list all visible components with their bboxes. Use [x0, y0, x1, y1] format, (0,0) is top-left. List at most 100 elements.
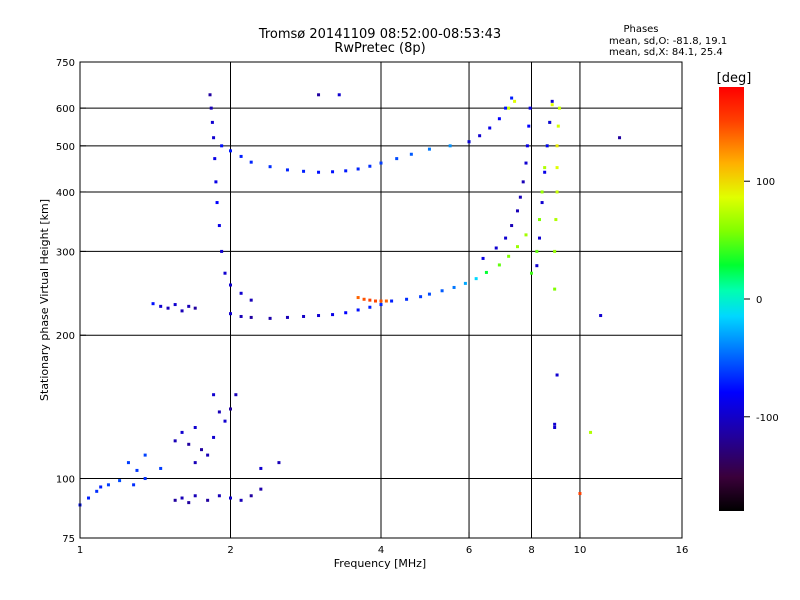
chart-title: Tromsø 20141109 08:52:00-08:53:43: [258, 27, 501, 42]
data-point: [543, 166, 547, 170]
data-point: [484, 270, 488, 274]
data-point: [234, 393, 238, 397]
data-point: [259, 487, 263, 491]
data-point: [285, 315, 289, 319]
data-point: [395, 157, 399, 161]
data-point: [405, 297, 409, 301]
data-point: [384, 299, 388, 303]
data-point: [545, 144, 549, 148]
axes: 1 2 4 6 8 10 16 75 100 200 300 400 500 600 750: [56, 58, 688, 556]
colorbar-label: [deg]: [717, 71, 752, 86]
data-point: [259, 466, 263, 470]
data-point: [302, 314, 306, 318]
data-point: [229, 407, 232, 411]
data-point: [95, 489, 99, 493]
data-point: [344, 311, 348, 315]
data-point: [187, 442, 191, 446]
data-point: [229, 496, 232, 500]
data-point: [474, 277, 478, 281]
x-tick-label: 4: [378, 545, 384, 556]
data-point: [368, 298, 372, 302]
data-point: [368, 164, 372, 168]
data-point: [409, 152, 413, 156]
data-point: [374, 299, 378, 303]
data-point: [87, 496, 91, 500]
data-point: [521, 180, 525, 184]
data-point: [220, 144, 224, 148]
data-point: [277, 461, 281, 465]
data-point: [193, 494, 197, 498]
data-point: [550, 103, 554, 107]
data-point: [589, 430, 593, 434]
data-point: [217, 494, 221, 498]
colorbar: [deg] 100 0 -100: [717, 71, 779, 511]
x-tick-label: 1: [77, 545, 83, 556]
data-point: [524, 161, 528, 165]
data-point: [556, 124, 560, 128]
data-point: [229, 149, 232, 153]
data-point: [555, 190, 559, 194]
data-point: [488, 126, 492, 130]
data-point: [135, 468, 139, 472]
data-point: [510, 224, 514, 228]
data-point: [540, 190, 544, 194]
data-point: [554, 218, 558, 222]
data-point: [206, 498, 210, 502]
data-point: [525, 144, 529, 148]
data-point: [187, 304, 191, 308]
data-point: [452, 285, 456, 289]
data-point: [126, 461, 130, 465]
data-point: [553, 422, 557, 426]
data-point: [524, 233, 528, 237]
data-point: [212, 393, 216, 397]
data-point: [268, 165, 272, 169]
data-point: [200, 448, 204, 452]
data-point: [535, 264, 539, 268]
y-tick-label: 200: [56, 331, 75, 342]
data-point: [379, 303, 383, 307]
data-point: [555, 166, 559, 170]
data-point: [173, 303, 177, 307]
data-point: [540, 201, 544, 205]
y-tick-label: 400: [56, 188, 75, 199]
data-point: [478, 134, 482, 138]
data-point: [239, 314, 243, 318]
data-point: [193, 306, 197, 310]
data-point: [317, 170, 321, 174]
data-point: [553, 287, 557, 291]
data-point: [518, 195, 522, 199]
data-point: [504, 106, 508, 110]
data-point: [504, 236, 508, 240]
data-point: [557, 106, 561, 110]
data-point: [249, 315, 253, 319]
x-tick-label: 16: [676, 545, 689, 556]
phase-stats-o: mean, sd,O: -81.8, 19.1: [609, 36, 727, 47]
y-tick-label: 300: [56, 247, 75, 258]
data-point: [356, 296, 360, 300]
data-point: [213, 157, 217, 161]
data-point: [212, 435, 216, 439]
data-point: [99, 485, 103, 489]
data-point: [229, 312, 232, 316]
data-point: [497, 263, 501, 267]
data-point: [337, 93, 341, 97]
data-point: [553, 425, 557, 429]
data-point: [151, 302, 155, 306]
data-point: [515, 209, 519, 213]
data-point: [537, 218, 541, 222]
data-point: [214, 180, 218, 184]
data-point: [209, 106, 213, 110]
data-point: [427, 147, 431, 151]
data-point: [548, 120, 552, 124]
data-point: [220, 249, 224, 253]
data-point: [132, 483, 136, 487]
x-axis-label: Frequency [MHz]: [334, 557, 426, 570]
data-point: [193, 461, 197, 465]
data-point: [239, 154, 243, 158]
y-tick-label: 500: [56, 142, 75, 153]
phase-stats-x: mean, sd,X: 84.1, 25.4: [609, 47, 723, 58]
data-point: [239, 498, 243, 502]
data-point: [448, 144, 452, 148]
data-point: [180, 309, 184, 313]
